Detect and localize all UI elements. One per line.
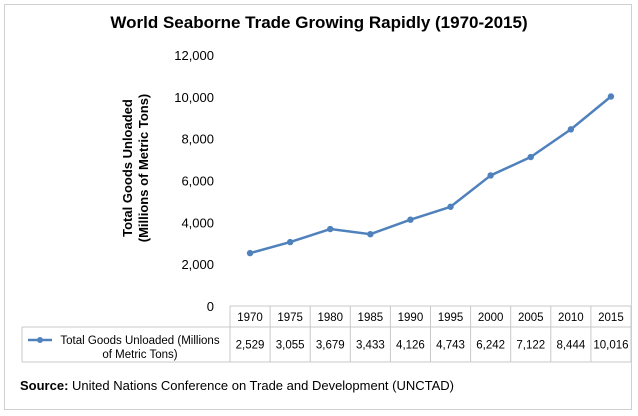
data-point (327, 225, 334, 233)
data-table-value: 10,016 (593, 340, 628, 352)
y-tick-label: 12,000 (174, 48, 214, 63)
x-category-label: 1985 (358, 312, 384, 324)
x-category-label: 1980 (317, 312, 343, 324)
data-point (487, 172, 494, 179)
data-table-value: 3,679 (316, 340, 345, 352)
chart-frame (4, 4, 632, 410)
y-tick-label: 0 (207, 299, 214, 314)
data-table-value: 3,055 (276, 340, 305, 352)
data-point (407, 216, 414, 223)
data-table-value: 2,529 (236, 340, 265, 352)
chart-title: World Seaborne Trade Growing Rapidly (19… (110, 13, 528, 32)
y-tick-label: 8,000 (181, 132, 214, 147)
legend-series-label-line2: of Metric Tons) (102, 349, 177, 361)
data-table-value: 6,242 (476, 340, 505, 352)
series-line (249, 95, 612, 255)
x-category-label: 2005 (518, 312, 544, 324)
y-tick-label: 6,000 (181, 174, 214, 189)
data-point (567, 126, 575, 133)
y-tick-label: 2,000 (181, 257, 214, 272)
x-category-label: 2010 (558, 312, 584, 324)
data-point (286, 238, 294, 246)
y-tick-label: 4,000 (181, 215, 214, 230)
data-table-value: 7,122 (516, 340, 545, 352)
source-label: Source: (20, 378, 69, 393)
plot-area (246, 93, 615, 257)
y-tick-label: 10,000 (174, 90, 214, 105)
x-category-label: 1990 (398, 312, 424, 324)
data-point (527, 153, 534, 161)
data-table-grid (21, 305, 632, 363)
x-category-label: 2000 (478, 312, 504, 324)
legend-series-label-line1: Total Goods Unloaded (Millions (60, 335, 219, 347)
data-table-value: 8,444 (556, 340, 585, 352)
data-point (367, 230, 374, 238)
x-category-label: 1975 (277, 312, 303, 324)
data-table-value: 4,126 (396, 340, 425, 352)
x-category-label: 1970 (237, 312, 263, 324)
legend-key-marker (37, 337, 43, 343)
x-category-label: 1995 (438, 312, 464, 324)
source-text: United Nations Conference on Trade and D… (68, 378, 455, 393)
data-table-text: 1970 2,529 1975 3,055 1980 3,679 1985 3,433 1990… (28, 312, 629, 361)
data-table-value: 3,433 (356, 340, 385, 352)
data-point (246, 249, 254, 257)
source-note: Source: United Nations Conference on Tra… (20, 378, 454, 393)
data-table-value: 4,743 (436, 340, 465, 352)
data-point (607, 93, 615, 100)
x-category-label: 2015 (598, 312, 624, 324)
data-point (447, 203, 454, 210)
y-axis-ticks: 0 2,000 4,000 6,000 8,000 10,000 12,000 (174, 48, 214, 314)
